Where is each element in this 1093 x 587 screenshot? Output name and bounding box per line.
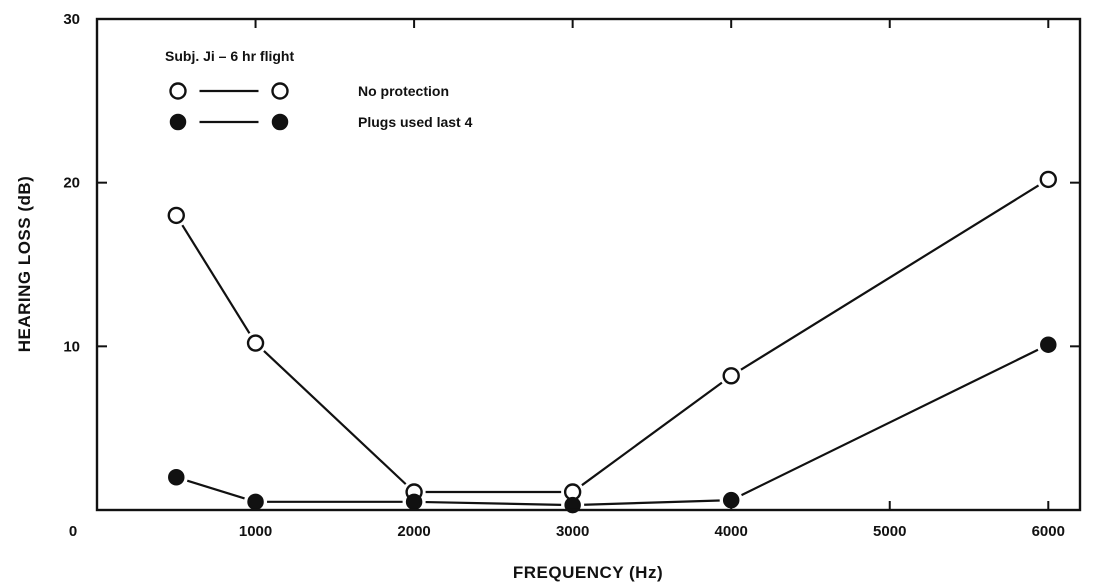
legend-heading: Subj. Ji – 6 hr flight <box>165 48 294 64</box>
series-0-segment-3 <box>581 381 723 487</box>
legend-marker-start-1 <box>169 113 187 131</box>
axis-ticks <box>97 19 1080 510</box>
series-1-point-1 <box>247 493 264 511</box>
x-tick-label-4000: 4000 <box>715 523 748 540</box>
y-axis-label: HEARING LOSS (dB) <box>15 176 34 353</box>
series-1-point-0 <box>168 469 185 486</box>
series-points <box>167 170 1057 514</box>
legend-marker-start-0 <box>169 82 187 100</box>
series-0-point-0 <box>167 206 185 225</box>
axis-tick-labels: 0 1000 2000 3000 4000 5000 6000 10 20 30 <box>63 11 1065 540</box>
x-tick-label-0: 0 <box>69 523 77 540</box>
series-1-segment-4 <box>741 348 1039 497</box>
series-0-segment-0 <box>181 224 251 334</box>
series-0-segment-4 <box>740 184 1040 371</box>
legend-label-0: No protection <box>358 83 449 99</box>
plot-frame <box>95 17 1082 512</box>
legend-items: No protection Plugs used last 4 <box>169 82 473 131</box>
series-1-point-5 <box>1040 336 1057 353</box>
x-axis-label: FREQUENCY (Hz) <box>513 563 663 582</box>
series-1-segment-0 <box>186 479 245 500</box>
series-0-segment-1 <box>263 350 407 485</box>
legend-marker-end-1 <box>271 113 289 131</box>
series-0-point-4 <box>722 367 740 385</box>
legend-marker-end-0 <box>271 82 289 100</box>
x-tick-label-5000: 5000 <box>873 523 906 540</box>
x-tick-label-6000: 6000 <box>1032 523 1065 540</box>
legend-label-1: Plugs used last 4 <box>358 114 473 130</box>
series-1-point-4 <box>722 491 740 509</box>
series-1-point-2 <box>405 493 423 511</box>
x-tick-label-2000: 2000 <box>397 523 430 540</box>
series-lines <box>181 184 1040 506</box>
x-tick-label-1000: 1000 <box>239 523 272 540</box>
x-tick-label-3000: 3000 <box>556 523 589 540</box>
legend: Subj. Ji – 6 hr flight No protection Plug… <box>165 48 473 131</box>
series-1-segment-3 <box>584 499 720 506</box>
series-1-segment-2 <box>425 500 562 506</box>
series-0-point-1 <box>246 334 265 352</box>
y-tick-label-30: 30 <box>63 11 80 28</box>
y-tick-label-10: 10 <box>63 338 80 355</box>
series-0-point-5 <box>1039 170 1057 189</box>
y-tick-label-20: 20 <box>63 175 80 192</box>
